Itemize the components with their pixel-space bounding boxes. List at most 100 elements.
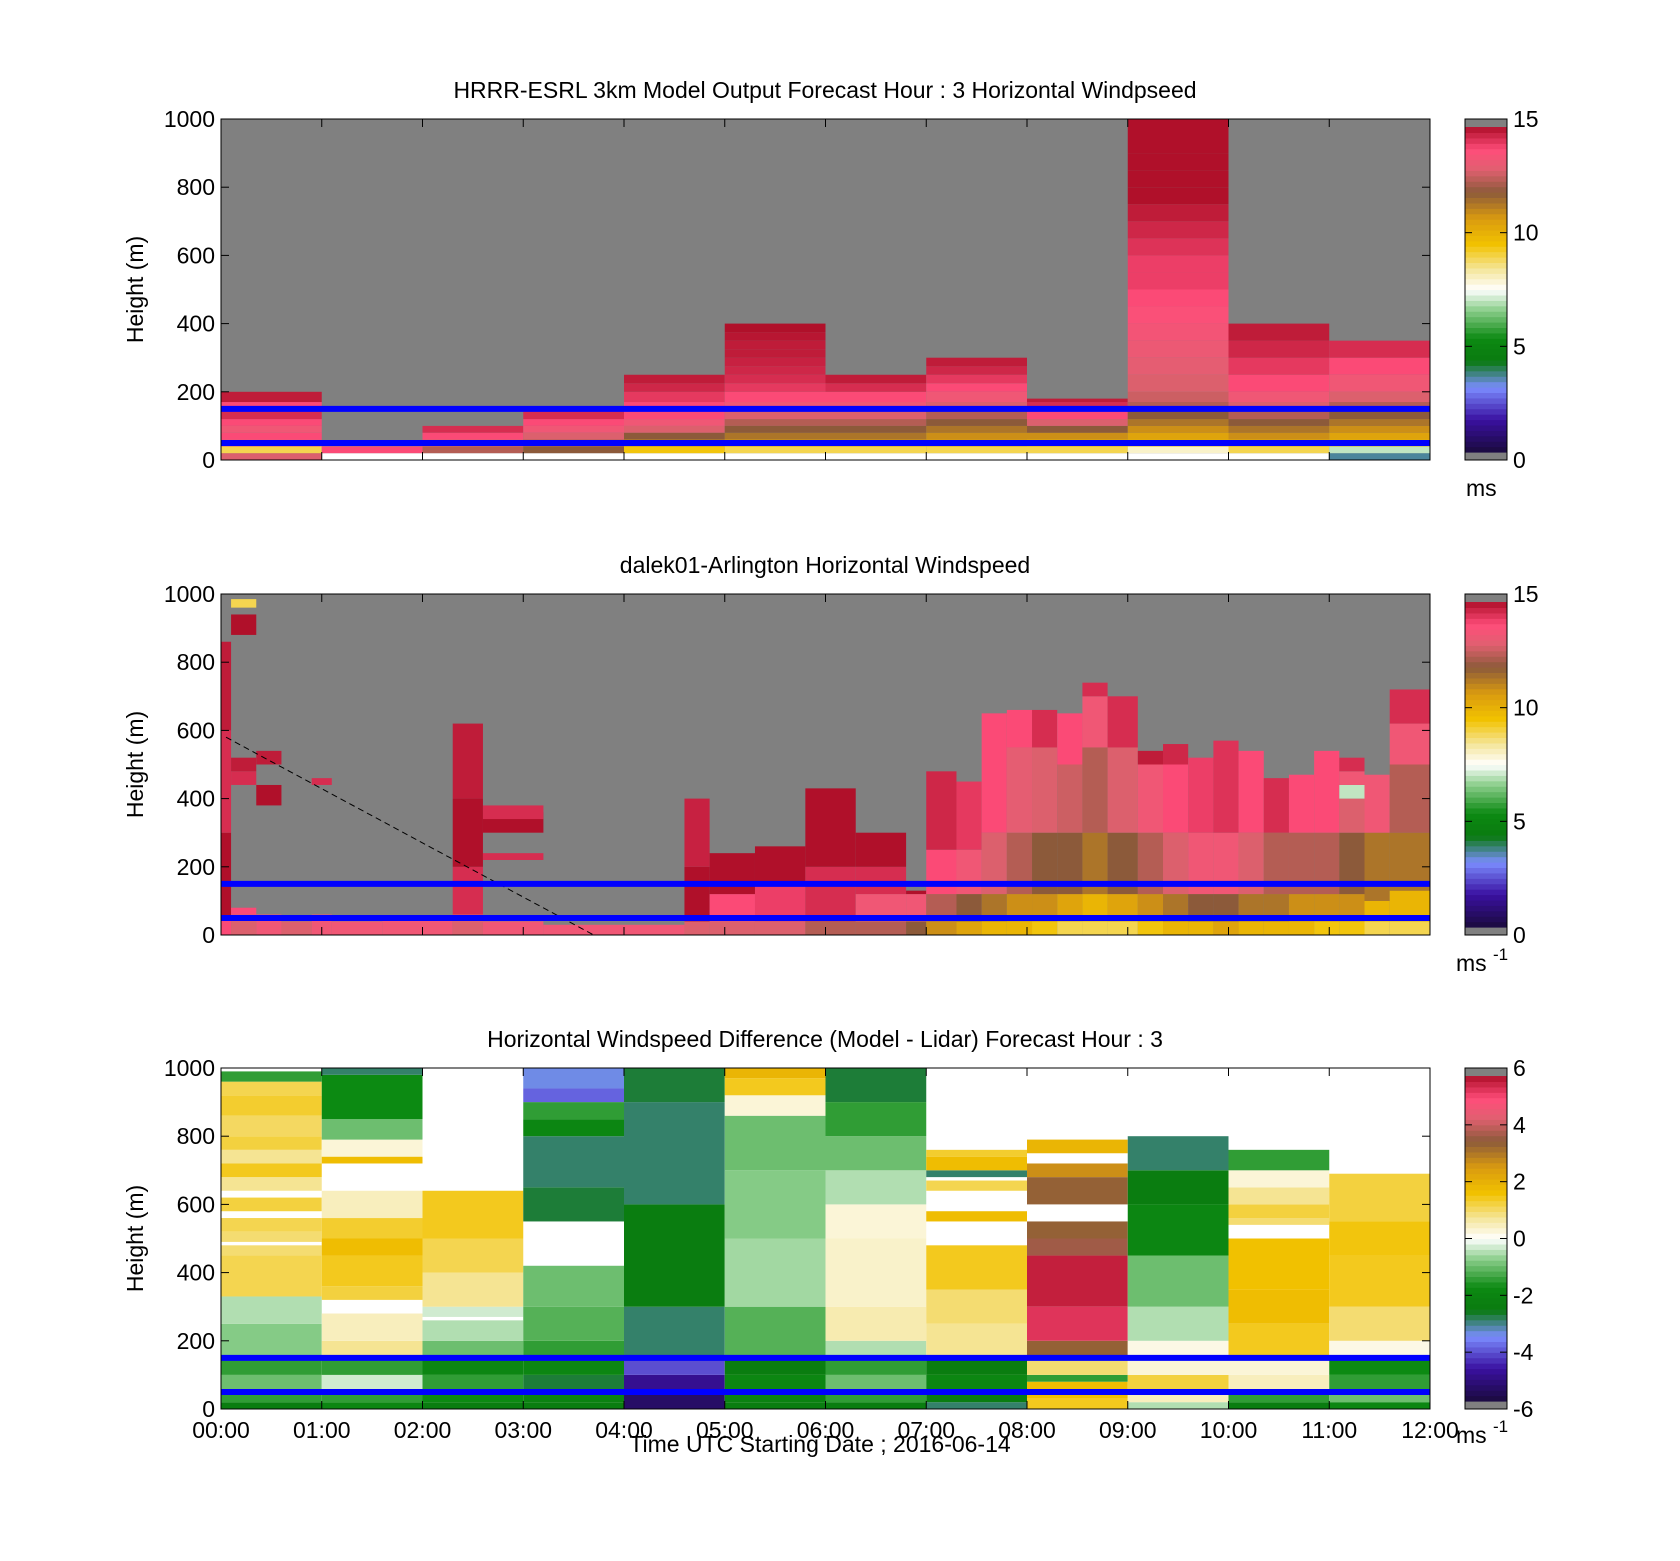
heatmap-cell: [926, 1211, 1027, 1222]
heatmap-cell: [231, 771, 257, 785]
colorbar-segment: [1465, 1373, 1507, 1380]
heatmap-cell: [724, 432, 826, 440]
heatmap-cell: [1228, 419, 1330, 426]
y-tick-label: 600: [177, 1191, 215, 1217]
heatmap-cell: [624, 1391, 725, 1409]
heatmap-cell: [825, 383, 927, 392]
heatmap-cell: [956, 781, 982, 850]
heatmap-cell: [523, 408, 624, 420]
heatmap-cell: [1288, 921, 1315, 935]
heatmap-cell: [724, 419, 826, 426]
colorbar-segment: [1465, 623, 1507, 630]
colorbar-segment: [1465, 273, 1507, 280]
panel-windspeed-difference: 0 200 400 600 800 1000 00:00 01:00 02:00 03:00 04:…: [122, 1026, 1534, 1448]
heatmap-cell: [1339, 784, 1365, 799]
heatmap-cell: [1339, 798, 1365, 833]
heatmap-cell: [482, 853, 544, 860]
heatmap-cells: [221, 599, 1430, 935]
colorbar-segment: [1465, 1341, 1507, 1348]
colorbar-tick-label: 10: [1513, 220, 1539, 246]
colorbar-segment: [1465, 370, 1507, 377]
colorbar-segment: [1465, 1173, 1507, 1180]
heatmap-cell: [805, 921, 856, 935]
heatmap-cell: [1127, 374, 1229, 392]
colorbar-segment: [1465, 639, 1507, 646]
heatmap-cell: [624, 1102, 725, 1205]
heatmap-cell: [422, 1272, 524, 1307]
heatmap-cell: [1027, 408, 1128, 420]
heatmap-cell: [452, 798, 483, 867]
heatmap-cell: [926, 1170, 1027, 1178]
heatmap-cell: [1329, 425, 1430, 433]
heatmap-cell: [1329, 1221, 1430, 1256]
colorbar-tick-label: 10: [1513, 695, 1539, 721]
heatmap-cell: [926, 849, 957, 895]
colorbar-segment: [1465, 1119, 1507, 1126]
heatmap-cell: [1127, 1170, 1229, 1205]
heatmap-cell: [926, 432, 1027, 440]
heatmap-cell: [1228, 408, 1330, 420]
heatmap-cell: [1127, 289, 1229, 307]
colorbar-segment: [1465, 1168, 1507, 1175]
heatmap-cell: [624, 419, 725, 426]
heatmap-cell: [523, 1340, 624, 1358]
colorbar-segment: [1465, 1346, 1507, 1353]
colorbar-segment: [1465, 414, 1507, 421]
heatmap-cell: [1082, 682, 1108, 697]
heatmap-cell: [1127, 1306, 1229, 1341]
heatmap-cell: [221, 1115, 322, 1137]
colorbar-segment: [1465, 311, 1507, 318]
heatmap-cell: [523, 1136, 624, 1188]
heatmap-cell: [825, 391, 927, 403]
heatmap-cell: [926, 1156, 1027, 1171]
y-axis-label: Height (m): [122, 1185, 148, 1292]
y-tick-label: 400: [177, 311, 215, 337]
colorbar-segment: [1465, 1233, 1507, 1240]
y-tick-label: 1000: [164, 1055, 215, 1081]
heatmap-cell: [523, 1102, 624, 1120]
colorbar-segment: [1465, 305, 1507, 312]
colorbar-segment: [1465, 677, 1507, 684]
heatmap-cell: [1228, 1238, 1330, 1290]
heatmap-cell: [624, 1204, 725, 1307]
heatmap-cell: [926, 921, 957, 935]
colorbar-segment: [1465, 376, 1507, 383]
heatmap-cell: [321, 1313, 423, 1341]
heatmap-cell: [724, 1095, 826, 1116]
heatmap-cell: [523, 446, 624, 454]
heatmap-cell: [1329, 402, 1430, 409]
colorbar-segment: [1465, 1319, 1507, 1326]
colorbar-unit-superscript: -1: [1493, 945, 1508, 964]
heatmap-cell: [221, 453, 322, 460]
heatmap-cell: [523, 1357, 624, 1375]
colorbar-segment: [1465, 1141, 1507, 1148]
colorbar-segment: [1465, 845, 1507, 852]
colorbar-segment: [1465, 867, 1507, 874]
colorbar-segment: [1465, 430, 1507, 437]
heatmap-cell: [321, 1068, 423, 1075]
heatmap-cell: [1329, 1402, 1430, 1409]
y-tick-label: 200: [177, 854, 215, 880]
colorbar-segment: [1465, 1216, 1507, 1223]
heatmap-cell: [906, 921, 927, 935]
heatmap-cell: [981, 921, 1007, 935]
heatmap-cell: [422, 453, 524, 460]
heatmap-cell: [422, 1190, 524, 1239]
colorbar-segment: [1465, 921, 1507, 928]
heatmap-cell: [1032, 747, 1058, 833]
heatmap-cell: [1027, 1357, 1128, 1375]
y-tick-label: 800: [177, 649, 215, 675]
colorbar-segment: [1465, 813, 1507, 820]
heatmap-cell: [1027, 1374, 1128, 1382]
heatmap-cell: [1127, 1374, 1229, 1392]
heatmap-cell: [926, 1391, 1027, 1403]
heatmap-cell: [1329, 1391, 1430, 1403]
heatmap-cell: [1228, 1402, 1330, 1409]
colorbar-segment: [1465, 1189, 1507, 1196]
heatmap-cell: [1027, 1398, 1128, 1409]
heatmap-cell: [321, 453, 423, 460]
heatmap-cell: [1329, 374, 1430, 392]
colorbar-segment: [1465, 1146, 1507, 1153]
colorbar-segment: [1465, 1330, 1507, 1337]
heatmap-cell: [724, 383, 826, 392]
